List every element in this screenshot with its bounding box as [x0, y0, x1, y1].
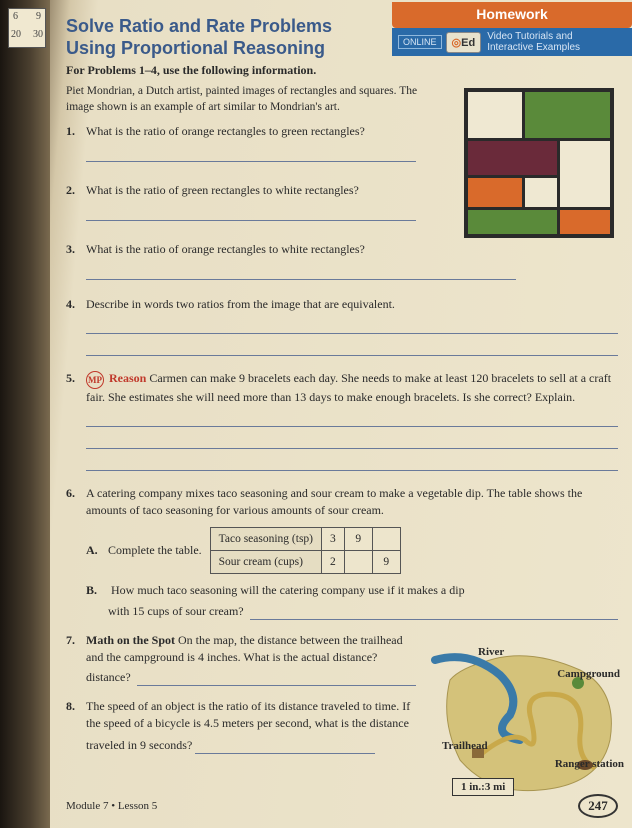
q1-num: 1.: [66, 123, 86, 162]
q2-num: 2.: [66, 182, 86, 221]
q2-answer-line[interactable]: [86, 205, 416, 221]
rect-white-mm: [522, 175, 560, 210]
question-2: 2. What is the ratio of green rectangles…: [66, 182, 416, 221]
homework-label: Homework: [392, 2, 632, 28]
rect-maroon-ml: [465, 138, 560, 178]
online-pill: ONLINE: [398, 35, 442, 49]
ranger-label: Ranger station: [555, 758, 624, 770]
trailhead-label: Trailhead: [442, 740, 488, 752]
q3-answer-line[interactable]: [86, 264, 516, 280]
q5-answer-line-2[interactable]: [86, 433, 618, 449]
q6b-label: B.: [86, 582, 108, 599]
q4-text: Describe in words two ratios from the im…: [86, 297, 395, 311]
q7-title: Math on the Spot: [86, 633, 175, 647]
q4-answer-line-1[interactable]: [86, 318, 618, 334]
instr-text: For Problems 1–4, use the following info…: [66, 63, 316, 77]
tab-d: 30: [33, 29, 43, 40]
q5-answer-line-1[interactable]: [86, 411, 618, 427]
module-label: Module 7 • Lesson 5: [66, 800, 157, 812]
question-6: 6. A catering company mixes taco seasoni…: [66, 485, 618, 619]
mondrian-art: [464, 88, 614, 238]
map-svg: [430, 640, 620, 800]
ed-badge: ◎Ed: [446, 32, 482, 53]
campground-label: Campground: [557, 668, 620, 680]
q6b-answer-line[interactable]: [250, 604, 618, 620]
rect-white-mr: [557, 138, 613, 210]
q6a-text: Complete the table.: [108, 542, 202, 559]
tut-line1: Video Tutorials and: [487, 31, 572, 42]
q3-text: What is the ratio of orange rectangles t…: [86, 242, 365, 256]
rect-orange-ml: [465, 175, 525, 210]
page-number: 247: [578, 794, 618, 818]
table-r2c1: 2: [322, 551, 345, 574]
q7-answer-line[interactable]: [137, 670, 416, 686]
q2-text: What is the ratio of green rectangles to…: [86, 183, 359, 197]
seasoning-table: Taco seasoning (tsp) 3 9 Sour cream (cup…: [210, 527, 401, 574]
q4-answer-line-2[interactable]: [86, 340, 618, 356]
side-tabs: 6 9 20 30: [8, 8, 46, 48]
q6b-text-post: with 15 cups of sour cream?: [108, 603, 244, 620]
page-footer: Module 7 • Lesson 5 247: [66, 794, 618, 818]
tut-line2: Interactive Examples: [487, 42, 580, 53]
question-5: 5. MP Reason Carmen can make 9 bracelets…: [66, 370, 618, 471]
homework-banner: Homework ONLINE ◎Ed Video Tutorials and …: [392, 2, 632, 56]
q1-text: What is the ratio of orange rectangles t…: [86, 124, 365, 138]
question-4: 4. Describe in words two ratios from the…: [66, 296, 618, 357]
q5-num: 5.: [66, 370, 86, 471]
tab-c: 20: [11, 29, 21, 40]
table-r1c1: 3: [322, 528, 345, 551]
tutorials-text: Video Tutorials and Interactive Examples: [487, 31, 580, 53]
book-spine: [0, 0, 50, 828]
ed-text: Ed: [461, 37, 475, 49]
table-row2-label: Sour cream (cups): [210, 551, 321, 574]
table-r1c3[interactable]: [372, 528, 400, 551]
table-r1c2: 9: [344, 528, 372, 551]
q8-answer-line[interactable]: [195, 738, 375, 754]
distance-label: distance?: [86, 669, 131, 686]
lesson-title: Solve Ratio and Rate Problems Using Prop…: [66, 16, 376, 59]
rect-green-tr: [522, 89, 613, 141]
question-8: 8. The speed of an object is the ratio o…: [66, 698, 426, 754]
reason-label: Reason: [109, 371, 146, 385]
title-line1: Solve Ratio and Rate Problems: [66, 16, 332, 36]
rect-orange-br: [557, 207, 613, 237]
q6-text: A catering company mixes taco seasoning …: [86, 486, 582, 517]
tab-a: 6: [13, 11, 18, 22]
q3-num: 3.: [66, 241, 86, 280]
river-label: River: [478, 646, 504, 658]
instructions: For Problems 1–4, use the following info…: [66, 63, 376, 78]
question-3: 3. What is the ratio of orange rectangle…: [66, 241, 618, 280]
q6-num: 6.: [66, 485, 86, 619]
table-row1-label: Taco seasoning (tsp): [210, 528, 321, 551]
rect-white-tl: [465, 89, 525, 141]
question-7: 7. Math on the Spot On the map, the dist…: [66, 632, 416, 686]
trail-map: River Campground Trailhead Ranger statio…: [430, 640, 620, 800]
q5-answer-line-3[interactable]: [86, 455, 618, 471]
intro-text: Piet Mondrian, a Dutch artist, painted i…: [66, 84, 426, 115]
q8-num: 8.: [66, 698, 86, 754]
title-line2: Using Proportional Reasoning: [66, 38, 325, 58]
table-r2c2[interactable]: [344, 551, 372, 574]
mp-badge-icon: MP: [86, 371, 104, 389]
tab-b: 9: [36, 11, 41, 22]
q4-num: 4.: [66, 296, 86, 357]
rect-green-bl: [465, 207, 560, 237]
question-1: 1. What is the ratio of orange rectangle…: [66, 123, 416, 162]
q6a-label: A.: [86, 542, 108, 559]
q6b-text-pre: How much taco seasoning will the caterin…: [111, 583, 465, 597]
table-r2c3: 9: [372, 551, 400, 574]
q5-text: Carmen can make 9 bracelets each day. Sh…: [86, 371, 611, 403]
q1-answer-line[interactable]: [86, 146, 416, 162]
q7-num: 7.: [66, 632, 86, 686]
page-content: Homework ONLINE ◎Ed Video Tutorials and …: [62, 0, 632, 828]
